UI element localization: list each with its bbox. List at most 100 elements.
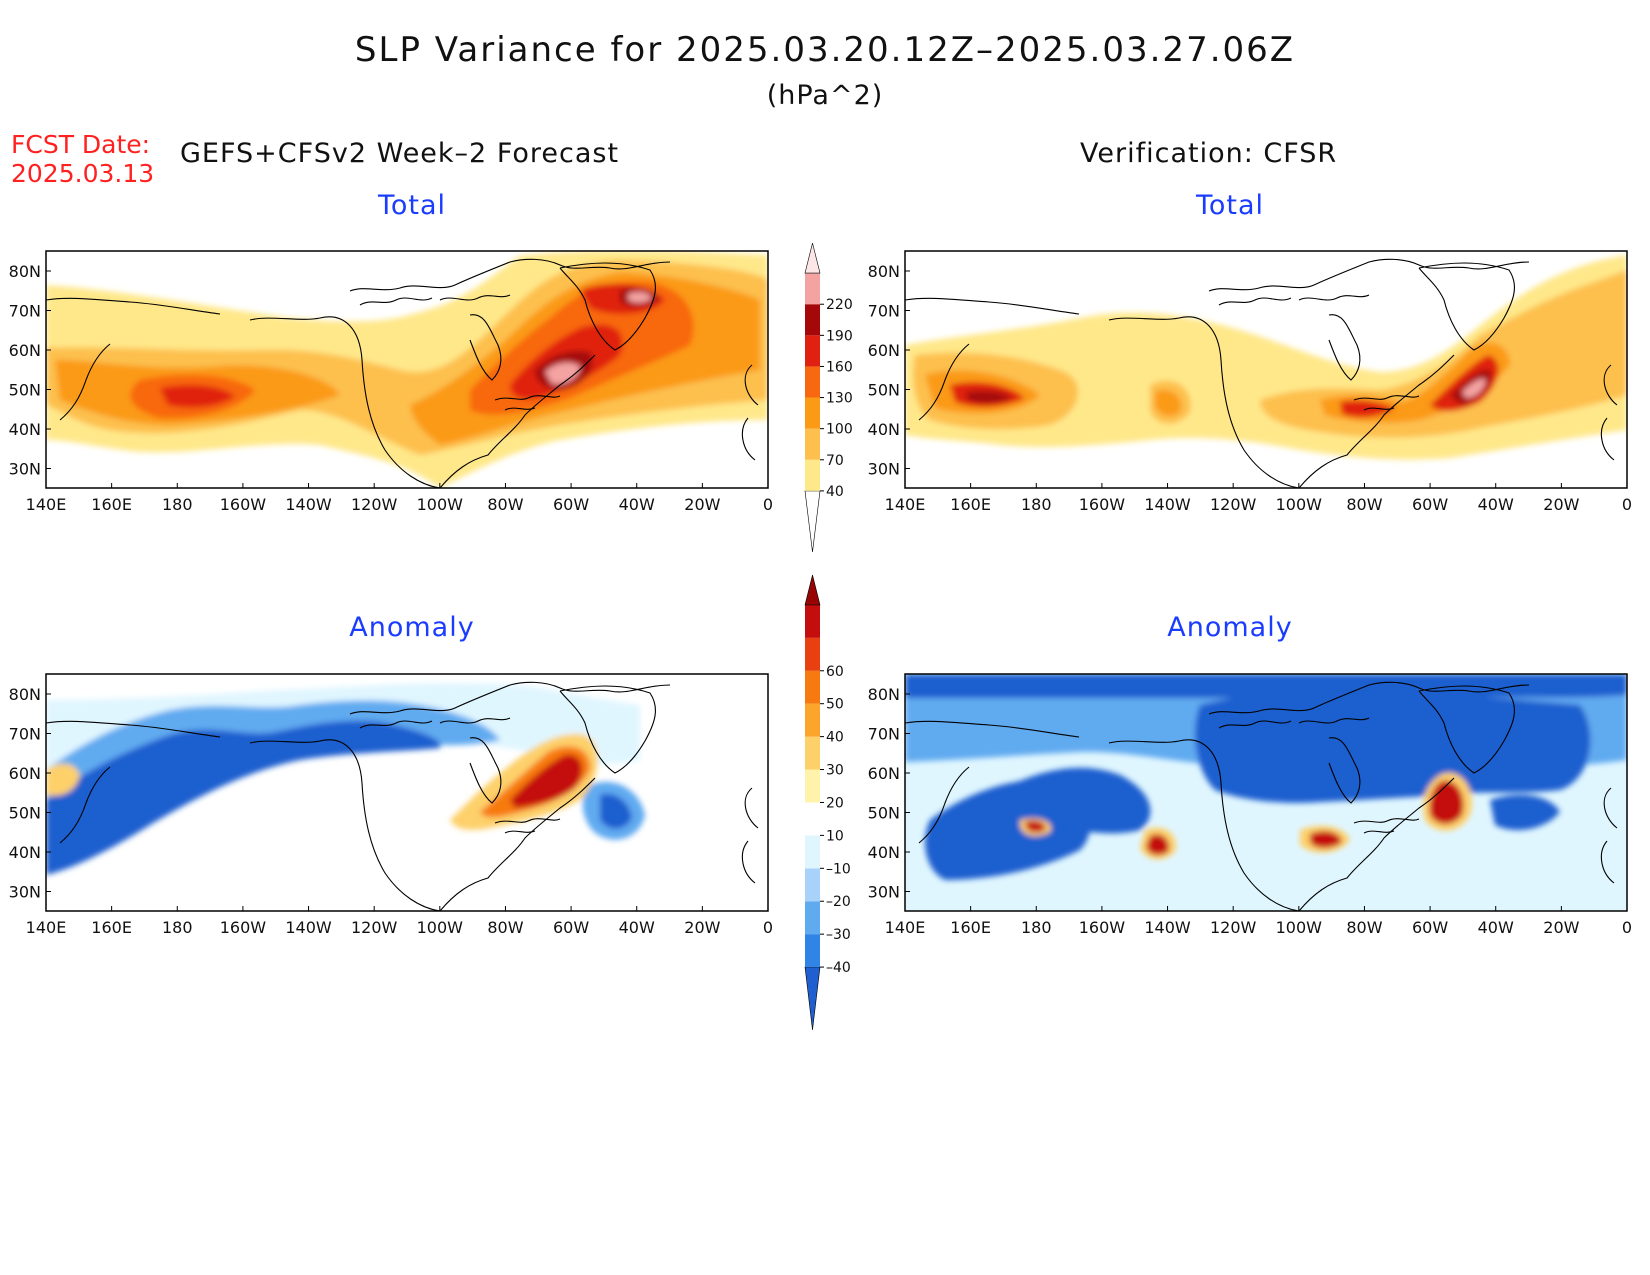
lon-tick-label: 140W [285,495,332,514]
lon-tick-label: 0 [1622,918,1632,937]
lon-tick-label: 180 [1021,918,1052,937]
lon-tick-label: 160W [1079,918,1126,937]
colorbar-box [805,934,820,968]
lat-tick-label: 60N [868,764,900,783]
lon-tick-label: 20W [1543,495,1579,514]
colorbar-box [805,366,820,398]
lat-tick-label: 40N [9,843,41,862]
colorbar-label: 220 [826,297,853,313]
colorbar-label: 40 [826,484,844,500]
lat-tick-label: 30N [9,460,41,479]
colorbar-box [805,335,820,367]
verification-header: Verification: CFSR [1080,138,1338,169]
lon-tick-label: 160E [950,918,991,937]
lat-tick-label: 30N [868,460,900,479]
lat-tick-label: 50N [868,381,900,400]
colorbar-box [805,835,820,869]
colorbar-label: –40 [826,960,851,976]
lon-tick-label: 60W [1412,495,1448,514]
lon-tick-label: 100W [417,495,464,514]
lon-tick-label: 140E [26,918,67,937]
lon-tick-label: 40W [1478,918,1514,937]
lon-tick-label: 140E [26,495,67,514]
lon-tick-label: 80W [1346,918,1382,937]
colorbar-label: 30 [826,763,844,779]
colorbar-box [805,604,820,638]
lon-tick-label: 20W [684,918,720,937]
lat-tick-label: 70N [868,302,900,321]
lon-tick-label: 140E [885,495,926,514]
colorbar-label: 100 [826,422,853,438]
verification-total-title: Total [1195,190,1265,221]
lon-tick-label: 40W [1478,495,1514,514]
colorbar-box [805,703,820,737]
forecast-anomaly-map [46,674,768,911]
colorbar-box [805,397,820,429]
colorbar-upper-triangle [804,243,821,274]
forecast-anomaly-title: Anomaly [349,612,475,643]
colorbar-box [805,802,820,836]
colorbar-box [805,459,820,491]
lat-tick-label: 40N [868,843,900,862]
lon-tick-label: 140W [1144,918,1191,937]
verification-total-map [905,251,1627,488]
colorbar-box [805,868,820,902]
lon-tick-label: 120W [1210,918,1257,937]
lon-tick-label: 180 [162,918,193,937]
colorbar-box [805,736,820,770]
lat-tick-label: 30N [9,883,41,902]
total-colorbar: 40 70 100 130 160 190 220 [804,243,853,553]
forecast-total-title: Total [377,190,447,221]
lon-tick-label: 40W [619,918,655,937]
forecast-header: GEFS+CFSv2 Week–2 Forecast [180,138,620,169]
colorbar-label: 10 [826,828,844,844]
lon-tick-label: 160W [220,495,267,514]
colorbar-box [805,769,820,803]
lon-tick-label: 160E [91,495,132,514]
lon-tick-label: 80W [487,918,523,937]
lon-tick-label: 0 [763,495,773,514]
colorbar-label: –10 [826,861,851,877]
forecast-total-map [46,251,768,488]
forecast-total-frame [45,250,769,489]
lon-tick-label: 60W [553,918,589,937]
lon-tick-label: 120W [1210,495,1257,514]
lon-tick-label: 160E [950,495,991,514]
lon-tick-label: 100W [1276,918,1323,937]
colorbar-box [805,428,820,460]
colorbar-label: –20 [826,894,851,910]
colorbar-box [805,901,820,935]
lon-tick-label: 80W [487,495,523,514]
lat-tick-label: 40N [9,420,41,439]
lon-tick-label: 160W [1079,495,1126,514]
lat-tick-label: 50N [868,804,900,823]
lon-tick-label: 100W [1276,495,1323,514]
lat-tick-label: 80N [9,262,41,281]
lon-tick-label: 40W [619,495,655,514]
colorbar-box [805,273,820,305]
lat-tick-label: 80N [868,262,900,281]
lon-tick-label: 20W [684,495,720,514]
verification-anomaly-title: Anomaly [1167,612,1293,643]
figure-units: (hPa^2) [766,80,884,111]
lon-tick-label: 140W [285,918,332,937]
lon-tick-label: 180 [162,495,193,514]
lat-tick-label: 50N [9,381,41,400]
lon-tick-label: 60W [553,495,589,514]
lon-tick-label: 120W [351,495,398,514]
colorbar-label: 190 [826,328,853,344]
colorbar-label: 60 [826,664,844,680]
colorbar-label: 50 [826,697,844,713]
lon-tick-label: 120W [351,918,398,937]
lat-tick-label: 50N [9,804,41,823]
verification-anomaly-frame [904,673,1628,912]
fcst-date-value: 2025.03.13 [11,159,155,188]
figure-title: SLP Variance for 2025.03.20.12Z–2025.03.… [354,30,1296,70]
colorbar-box [805,637,820,671]
lon-tick-label: 180 [1021,495,1052,514]
colorbar-lower-triangle [804,490,821,553]
lon-tick-label: 20W [1543,918,1579,937]
lon-tick-label: 140E [885,918,926,937]
lat-tick-label: 30N [868,883,900,902]
